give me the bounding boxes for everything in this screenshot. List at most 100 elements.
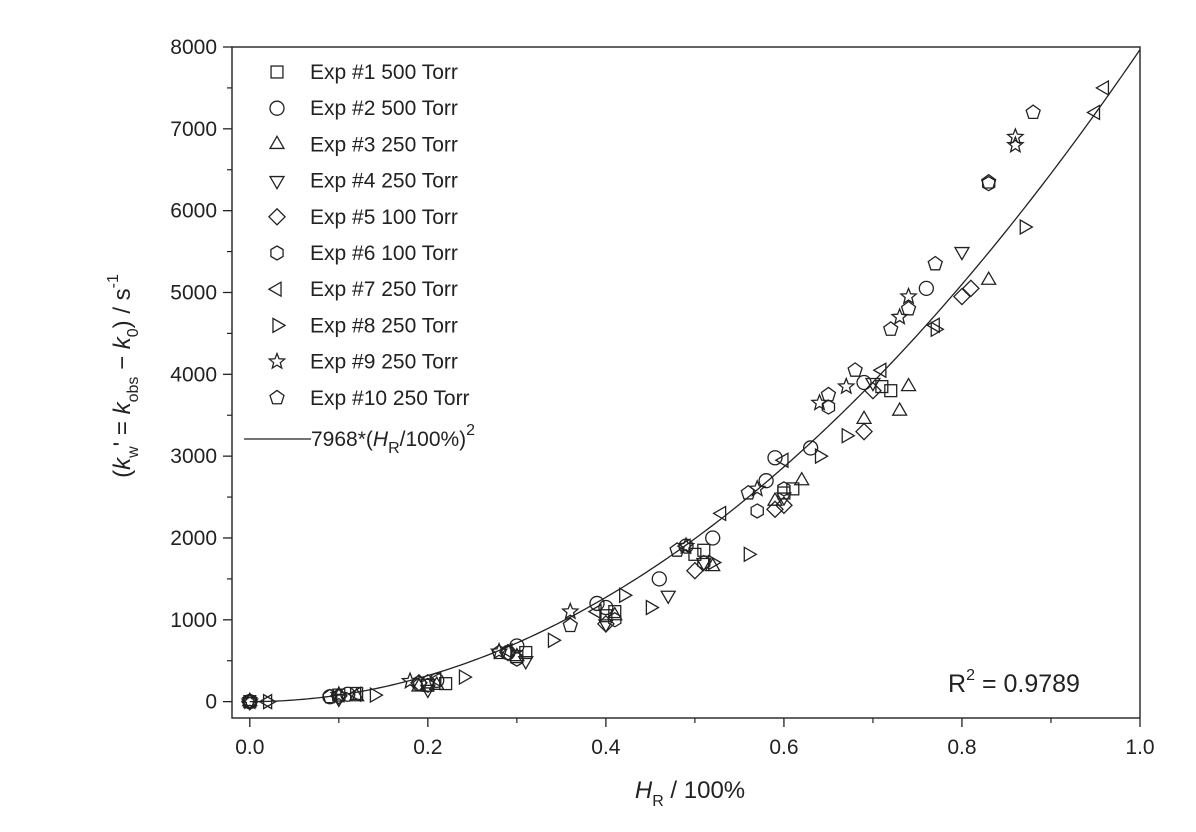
legend-item: Exp #10 250 Torr [269,387,470,410]
data-point-triangle-left [427,671,442,688]
data-point-pentagon [1025,104,1041,120]
x-axis-label: HR / 100% [635,777,745,810]
data-point-triangle-left [347,686,362,703]
data-point-triangle-left [774,452,789,469]
legend-item: Exp #1 500 Torr [270,61,458,84]
data-point-triangle-left [925,317,940,334]
data-point-triangle-left [498,642,513,659]
data-point-triangle-right [458,668,473,686]
legend-marker-square [270,65,284,79]
legend-label: Exp #3 250 Torr [310,133,458,156]
data-point-square [697,543,711,557]
data-point-diamond [863,381,882,400]
data-point-triangle-right [369,686,384,704]
y-tick-label: 2000 [170,527,217,550]
data-point-circle [856,374,872,391]
legend-marker-triangle-right [272,317,287,334]
data-point-triangle-down [695,557,712,572]
data-point-triangle-up [606,606,623,621]
plot-frame [231,46,1141,719]
data-point-square [786,482,800,496]
data-point-star [1006,127,1025,145]
data-point-triangle-right [1019,218,1034,236]
legend-marker-pentagon [269,389,285,405]
data-point-triangle-left [258,693,273,710]
data-point-pentagon [820,386,837,402]
data-point-pentagon [927,255,944,271]
data-point-circle [802,440,819,456]
y-tick-label: 7000 [170,118,217,141]
data-point-star [400,671,420,690]
data-point-hexagon [981,175,996,192]
y-tick-label: 8000 [170,36,217,59]
data-point-star [747,479,767,497]
data-point-triangle-left [712,505,727,522]
legend-item: Exp #2 500 Torr [269,97,458,120]
data-point-triangle-left [587,603,602,620]
legend-marker-triangle-up [268,135,286,150]
legend-label: Exp #8 250 Torr [310,314,458,337]
fit-curve [249,49,1141,703]
x-tick-label: 0.4 [591,736,621,759]
legend-marker-triangle-left [267,281,282,298]
legend-item: Exp #8 250 Torr [272,314,458,337]
y-tick-label: 0 [205,691,217,714]
data-point-triangle-left [1086,104,1101,121]
data-point-circle [758,473,774,489]
data-point-triangle-right [930,321,945,338]
data-point-star [899,286,918,305]
data-point-hexagon [777,481,791,497]
x-tick-label: 0.6 [769,736,798,759]
data-point-square [608,605,622,619]
y-tick-label: 1000 [170,609,217,632]
data-point-pentagon [420,673,436,689]
legend-marker-star [267,351,287,370]
data-point-circle [651,571,667,587]
legend-label: Exp #1 500 Torr [310,61,458,84]
legend-label: Exp #4 250 Torr [310,170,458,193]
legend-item: Exp #4 250 Torr [268,170,458,193]
legend-label: Exp #6 100 Torr [310,242,458,265]
data-point-star [890,307,909,325]
r-squared-annotation: R2 = 0.9789 [948,667,1080,698]
data-point-triangle-right [708,554,723,571]
data-point-pentagon [740,484,757,500]
axes: 0.0 0.2 0.4 0.6 0.8 1.0 0 1000 2000 3000 4000 5000 6… [170,36,1154,759]
data-point-triangle-left [872,362,887,379]
data-point-square [688,547,702,561]
data-point-triangle-down [775,492,793,507]
data-point-pentagon [669,542,685,557]
data-point-circle [705,530,721,546]
data-point-triangle-right [645,599,660,616]
data-point-triangle-right [619,587,634,604]
data-point-pentagon [562,617,579,633]
data-point-triangle-down [864,377,882,392]
legend-label: Exp #2 500 Torr [310,97,458,120]
data-point-hexagon [821,399,836,415]
data-point-star [836,376,856,395]
data-point-triangle-right [547,632,562,649]
data-point-triangle-up [980,270,997,285]
data-point-pentagon [900,300,917,316]
data-point-hexagon [608,612,622,628]
data-point-star [1006,135,1025,154]
data-point-pentagon [980,173,997,189]
y-tick-label: 5000 [170,281,217,304]
data-point-triangle-up [855,409,873,425]
data-point-triangle-up [900,377,917,392]
fit-curve-layer [249,49,1141,703]
legend-item: Exp #6 100 Torr [270,242,458,265]
data-point-triangle-down [419,684,436,699]
data-point-pentagon [847,362,863,377]
legend-marker-circle [269,100,285,116]
data-point-diamond [774,496,793,515]
data-point-pentagon [242,693,258,709]
data-point-triangle-left [1095,79,1110,97]
legend-label: Exp #9 250 Torr [310,351,458,374]
y-tick-label: 3000 [170,445,217,468]
data-point-pentagon [322,688,338,704]
legend-label: Exp #7 250 Torr [310,278,458,301]
data-points [240,79,1110,711]
data-point-square [439,677,453,691]
data-point-diamond [952,287,971,306]
